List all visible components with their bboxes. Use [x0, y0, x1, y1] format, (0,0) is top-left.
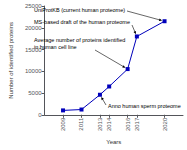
svg-text:MS-based draft of the human pr: MS-based draft of the human proteome — [34, 19, 130, 25]
svg-text:2017: 2017 — [134, 117, 140, 131]
svg-text:20000: 20000 — [25, 25, 42, 31]
svg-text:2011: 2011 — [78, 117, 84, 131]
svg-text:5000: 5000 — [28, 90, 42, 96]
svg-text:2020: 2020 — [162, 117, 168, 131]
svg-text:Average number of proteins ide: Average number of proteins identified — [34, 37, 125, 43]
svg-text:2016: 2016 — [125, 117, 131, 131]
svg-text:10000: 10000 — [25, 68, 42, 74]
svg-text:2013: 2013 — [97, 117, 103, 131]
svg-text:UniProtKB (current human prote: UniProtKB (current human proteome) — [34, 7, 125, 13]
svg-text:Number of identified proteins: Number of identified proteins — [8, 22, 14, 99]
svg-text:2014: 2014 — [106, 117, 112, 131]
svg-text:Years: Years — [106, 139, 121, 145]
svg-text:0: 0 — [38, 112, 42, 118]
svg-text:25000: 25000 — [24, 3, 42, 9]
svg-text:in human cell line: in human cell line — [34, 44, 77, 50]
svg-text:2009: 2009 — [60, 117, 66, 131]
svg-text:Anno human sperm proteome: Anno human sperm proteome — [108, 103, 181, 109]
